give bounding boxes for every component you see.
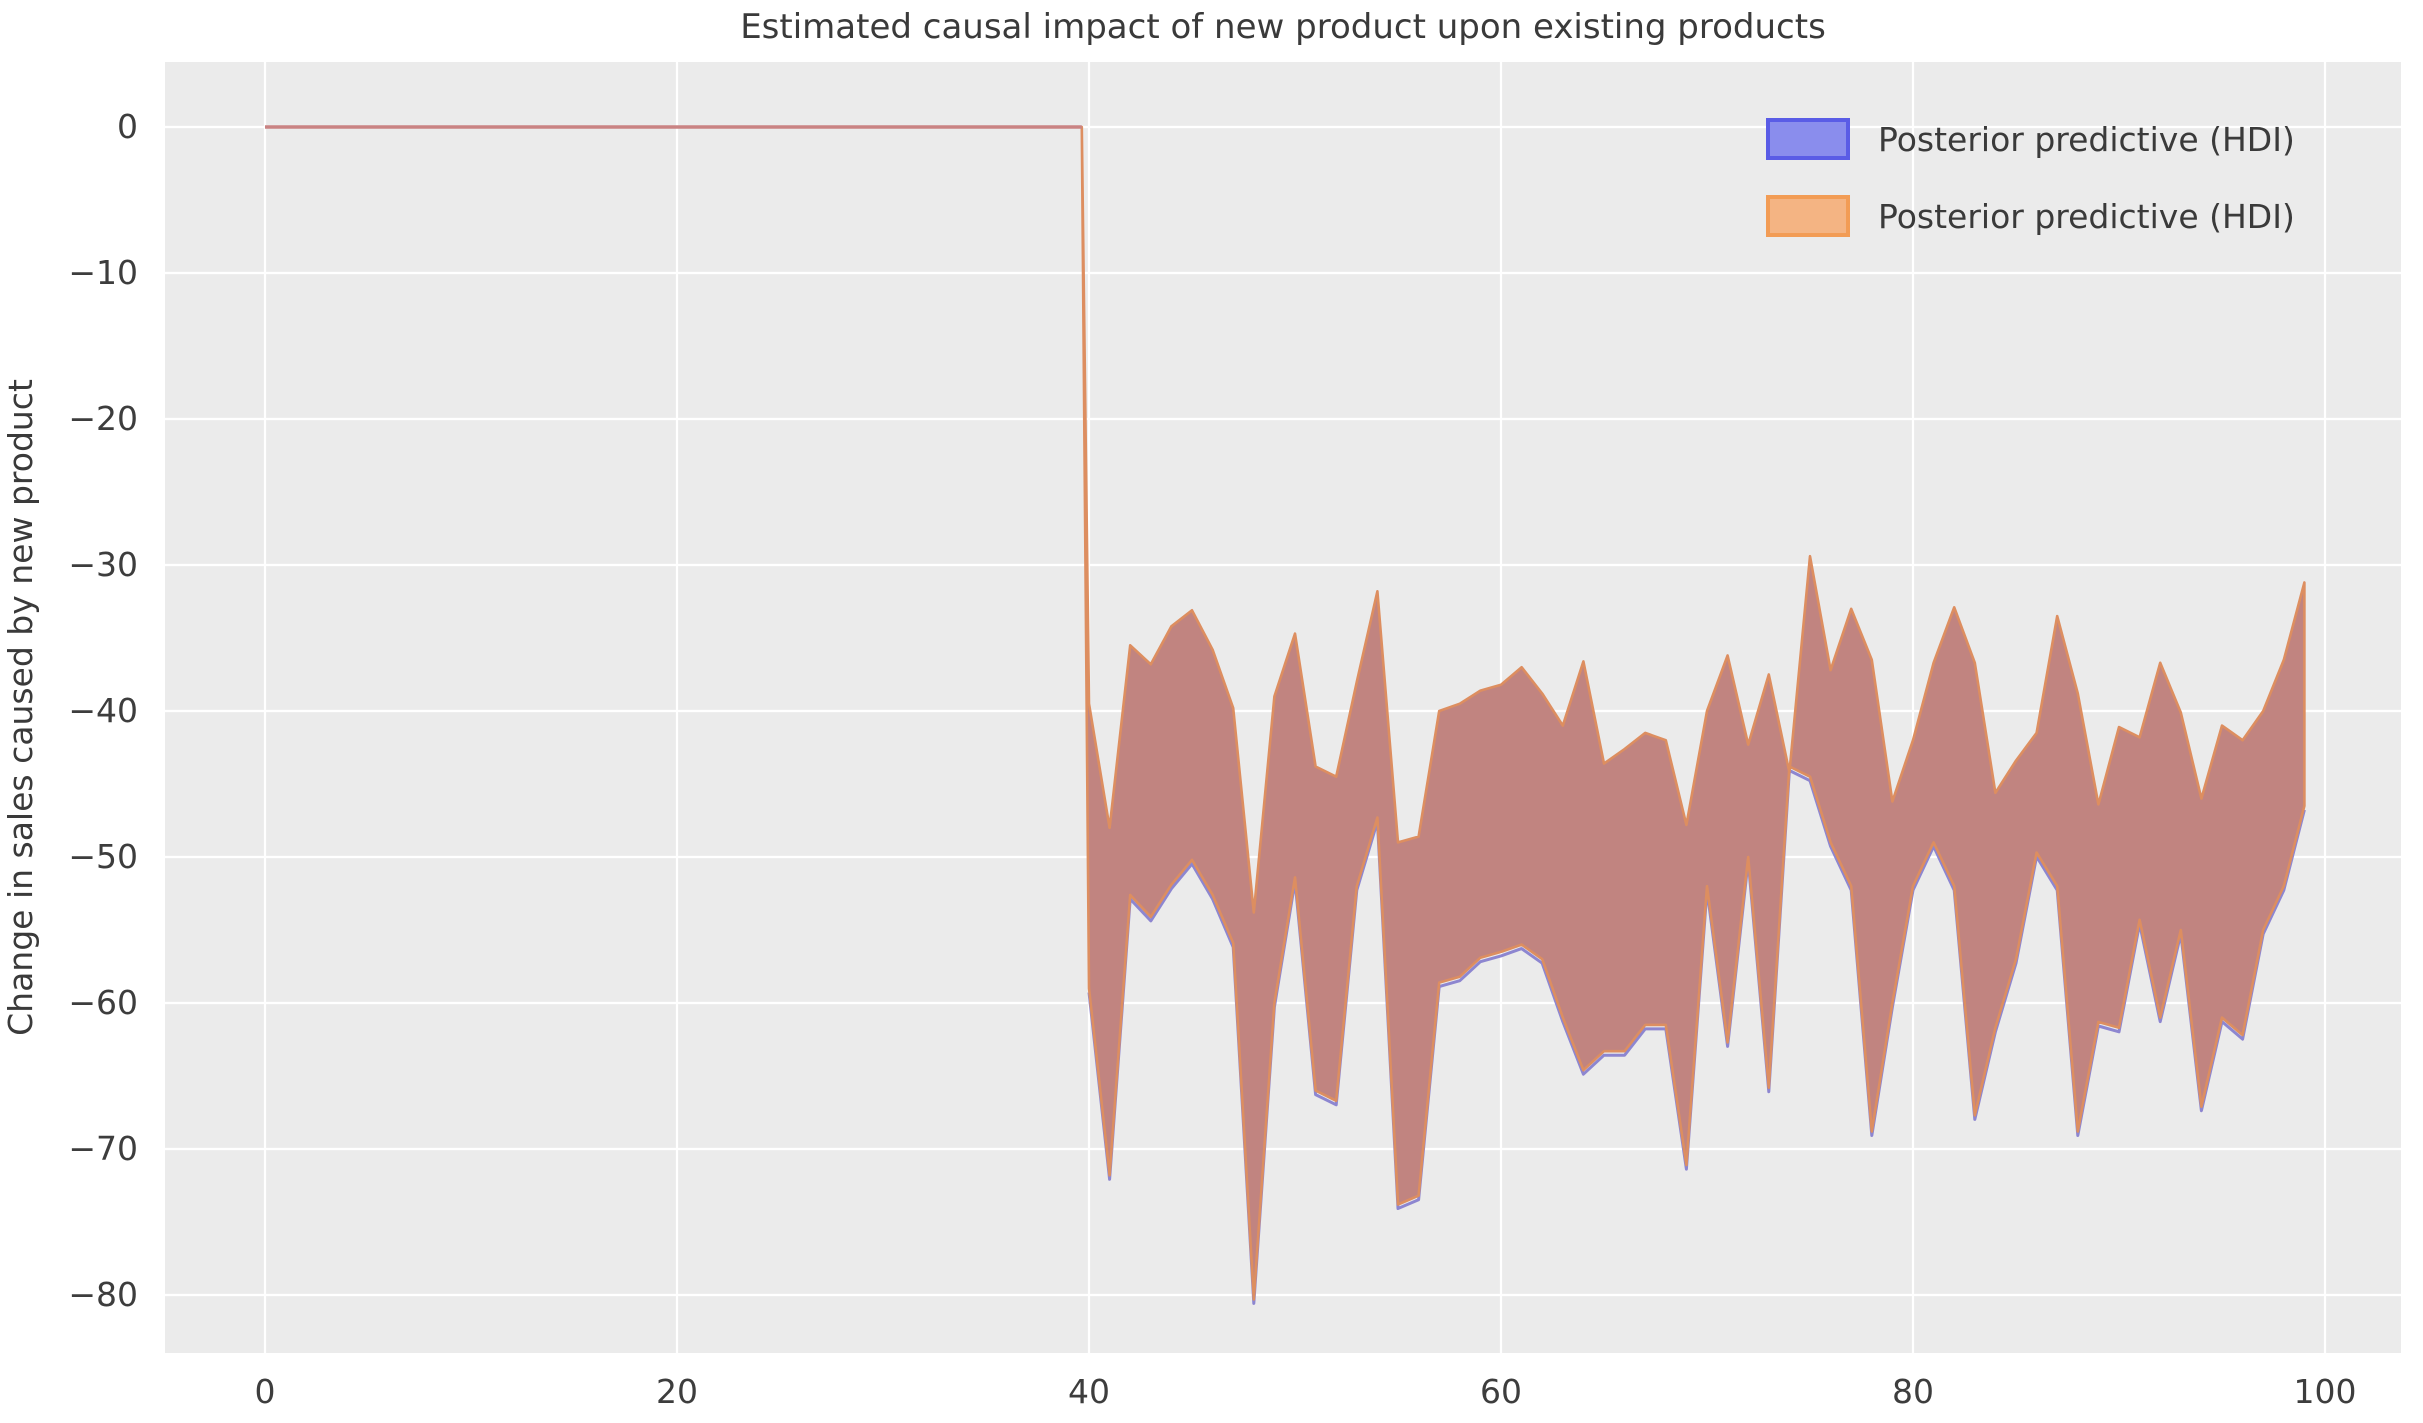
- y-tick-label: −60: [68, 983, 138, 1022]
- x-tick-labels: 0 20 40 60 80 100: [255, 1372, 2357, 1411]
- x-tick-label: 80: [1892, 1372, 1934, 1411]
- y-tick-label: −20: [68, 399, 138, 438]
- legend-swatch-orange: [1766, 195, 1850, 237]
- y-tick-labels: 0 −10 −20 −30 −40 −50 −60 −70 −80: [68, 107, 138, 1314]
- x-tick-label: 60: [1480, 1372, 1522, 1411]
- legend-item: Posterior predictive (HDI): [1766, 195, 2295, 237]
- x-tick-label: 20: [656, 1372, 698, 1411]
- x-tick-label: 40: [1068, 1372, 1110, 1411]
- y-tick-label: 0: [117, 107, 138, 146]
- x-tick-label: 100: [2294, 1372, 2357, 1411]
- y-tick-label: −30: [68, 545, 138, 584]
- legend-label: Posterior predictive (HDI): [1878, 120, 2295, 159]
- legend: Posterior predictive (HDI) Posterior pred…: [1766, 118, 2295, 237]
- legend-swatch-blue: [1766, 118, 1850, 160]
- y-axis-label: Change in sales caused by new product: [1, 379, 40, 1036]
- chart-title: Estimated causal impact of new product u…: [740, 7, 1826, 47]
- y-tick-label: −70: [68, 1129, 138, 1168]
- x-tick-label: 0: [255, 1372, 276, 1411]
- legend-item: Posterior predictive (HDI): [1766, 118, 2295, 160]
- legend-label: Posterior predictive (HDI): [1878, 197, 2295, 236]
- y-tick-label: −50: [68, 837, 138, 876]
- y-tick-label: −40: [68, 691, 138, 730]
- y-tick-label: −80: [68, 1275, 138, 1314]
- y-tick-label: −10: [68, 253, 138, 292]
- hdi-band: [1080, 125, 2306, 1301]
